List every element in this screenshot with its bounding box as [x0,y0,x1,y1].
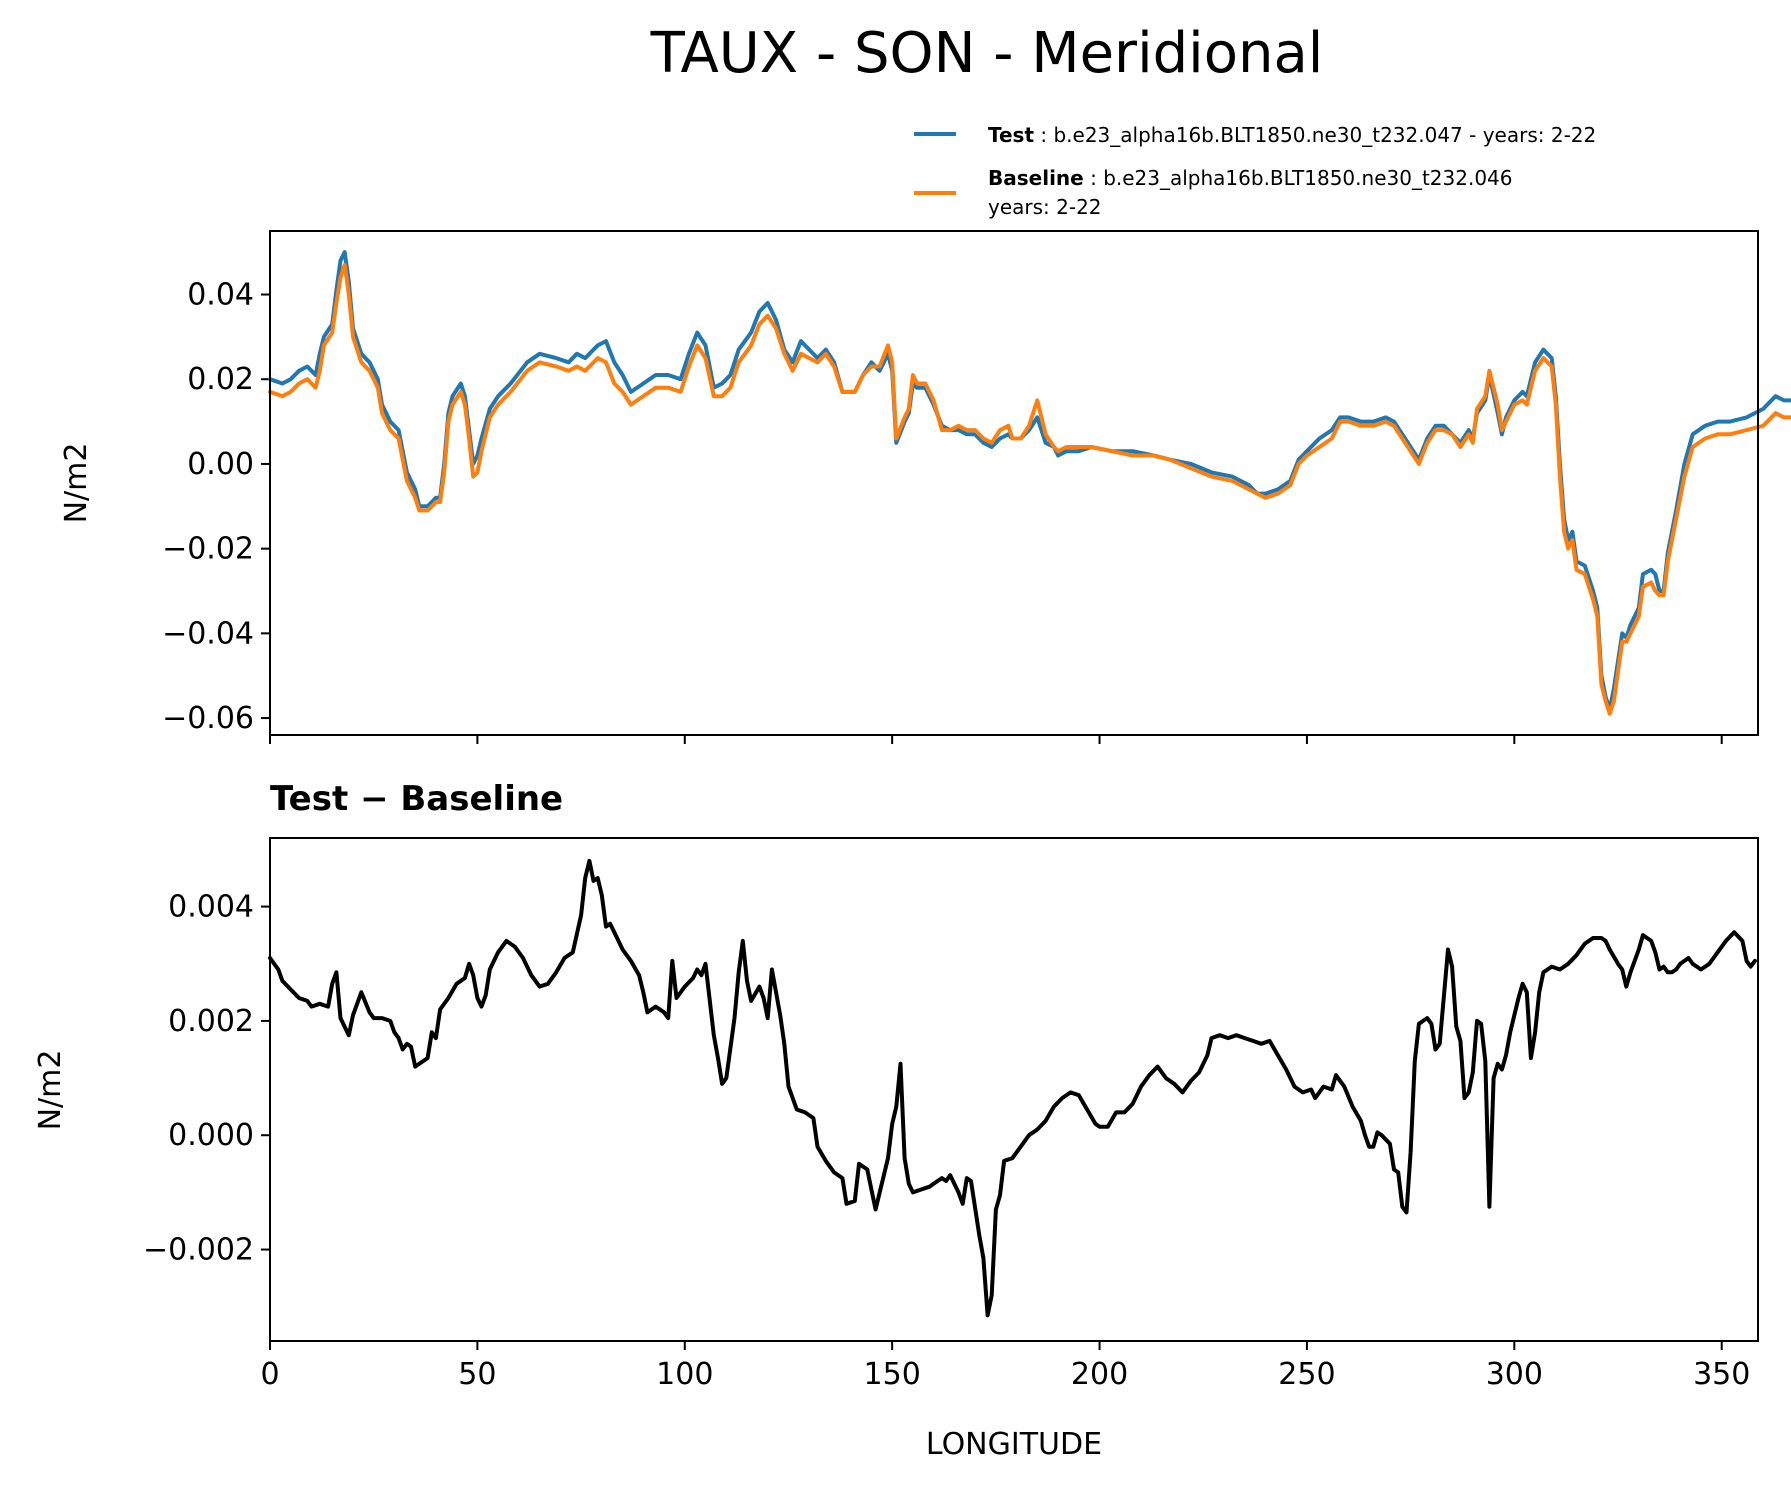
bottom-x-tick-label: 50 [458,1357,496,1392]
legend-test-name: Test [988,123,1034,147]
top-panel: 0.04 0.02 0.00 −0.02 −0.04 −0.06 N/m2 [59,230,1791,744]
figure-title: TAUX - SON - Meridional [650,21,1324,86]
bottom-panel: Test − Baseline 0.004 0.002 0.000 −0.002 0 5… [33,779,1759,1462]
bottom-y-tick-label: 0.002 [168,1004,254,1039]
top-series-baseline-line [268,262,1791,716]
bottom-plot-lines [268,858,1757,1318]
bottom-x-tick-label: 100 [656,1357,713,1392]
bottom-x-tick-label: 350 [1693,1357,1750,1392]
top-y-tick-label: −0.06 [162,701,254,736]
bottom-y-tick-label: −0.002 [143,1233,254,1268]
legend-test-desc: b.e23_alpha16b.BLT1850.ne30_t232.047 - y… [1053,123,1596,147]
top-y-ticks: 0.04 0.02 0.00 −0.02 −0.04 −0.06 [162,278,270,736]
bottom-x-tick-label: 0 [260,1357,279,1392]
top-y-tick-label: 0.04 [187,278,254,313]
bottom-y-axis-label: N/m2 [33,1050,68,1131]
legend-test-label: Test : b.e23_alpha16b.BLT1850.ne30_t232.… [988,123,1596,147]
bottom-x-ticks: 0 50 100 150 200 250 300 350 [260,1341,1750,1392]
bottom-y-ticks: 0.004 0.002 0.000 −0.002 [143,890,270,1268]
top-y-tick-label: 0.02 [187,362,254,397]
top-y-tick-label: 0.00 [187,447,254,482]
legend-baseline-desc: b.e23_alpha16b.BLT1850.ne30_t232.046 [1103,166,1512,190]
bottom-panel-title: Test − Baseline [270,779,563,819]
bottom-axes-frame [269,837,1759,1342]
bottom-x-tick-label: 250 [1278,1357,1335,1392]
legend-baseline-years: years: 2-22 [988,195,1102,219]
top-plot-lines [268,250,1791,716]
bottom-x-tick-label: 200 [1071,1357,1128,1392]
bottom-series-difference-line [268,858,1757,1318]
top-series-test-line [268,250,1791,712]
legend: Test : b.e23_alpha16b.BLT1850.ne30_t232.… [914,123,1596,219]
legend-baseline-label: Baseline : b.e23_alpha16b.BLT1850.ne30_t… [988,166,1513,190]
top-axes-frame [269,230,1759,736]
top-y-tick-label: −0.04 [162,616,254,651]
bottom-x-tick-label: 300 [1486,1357,1543,1392]
legend-baseline-name: Baseline [988,166,1084,190]
bottom-y-tick-label: 0.004 [168,890,254,925]
top-x-ticks [269,735,1723,744]
top-y-tick-label: −0.02 [162,532,254,567]
bottom-x-tick-label: 150 [864,1357,921,1392]
top-y-axis-label: N/m2 [59,443,94,524]
bottom-y-tick-label: 0.000 [168,1118,254,1153]
bottom-x-axis-label: LONGITUDE [926,1427,1102,1462]
